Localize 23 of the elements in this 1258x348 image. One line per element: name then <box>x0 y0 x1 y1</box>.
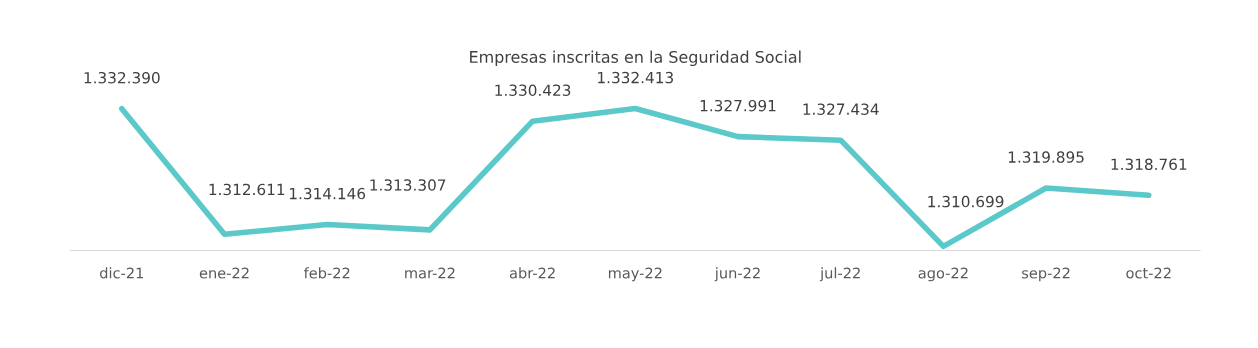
data-label: 1.318.761 <box>1111 158 1187 171</box>
data-label: 1.312.611 <box>209 183 285 196</box>
x-tick-label: dic-21 <box>100 267 144 279</box>
x-tick-label: ago-22 <box>918 267 968 282</box>
x-tick-label: may-22 <box>608 267 662 282</box>
x-tick-label: jun-22 <box>714 267 760 282</box>
chart-title: Empresas inscritas en la Seguridad Social <box>470 50 801 67</box>
x-tick-label: feb-22 <box>303 267 350 279</box>
x-tick-label: sep-22 <box>1022 267 1070 282</box>
data-label: 1.313.307 <box>370 179 446 191</box>
x-tick-label: jul-22 <box>819 267 860 282</box>
data-label: 1.330.423 <box>495 84 571 96</box>
data-label: 1.319.895 <box>1008 151 1084 163</box>
x-tick-label: mar-22 <box>405 267 455 279</box>
data-label: 1.310.699 <box>928 195 1004 208</box>
data-label: 1.314.146 <box>290 187 366 200</box>
x-tick-label: oct-22 <box>1126 267 1171 279</box>
data-label: 1.327.991 <box>700 99 776 112</box>
data-label: 1.332.413 <box>598 71 673 84</box>
x-tick-label: abr-22 <box>509 267 555 279</box>
x-tick-label: ene-22 <box>199 267 249 279</box>
data-label: 1.327.434 <box>803 103 879 115</box>
data-label: 1.332.390 <box>84 71 160 84</box>
